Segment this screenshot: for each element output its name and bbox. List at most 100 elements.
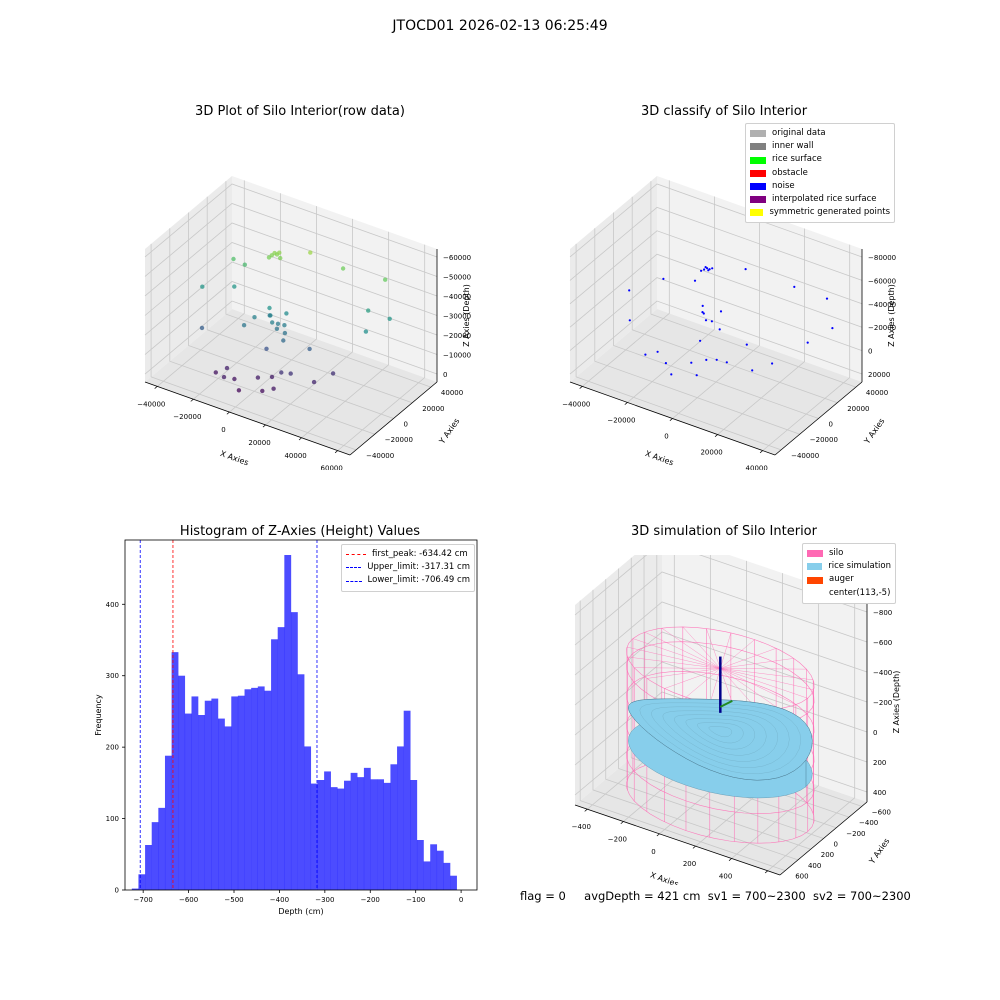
x-tick-label: −200 xyxy=(361,896,380,904)
x-tick-label: 20000 xyxy=(248,439,270,447)
y-tick-label: −40000 xyxy=(791,452,819,460)
noise-point xyxy=(693,279,697,282)
histogram-bar xyxy=(164,755,172,890)
legend-label: silo xyxy=(829,548,844,558)
grid-z xyxy=(574,555,868,616)
grid-z xyxy=(144,242,438,316)
legend-item: rice simulation xyxy=(807,560,891,573)
grid-y xyxy=(650,181,857,388)
legend-item: obstacle xyxy=(750,167,890,180)
noise-point xyxy=(670,373,673,376)
grid-y xyxy=(594,228,800,435)
silo-roof-spoke xyxy=(627,656,721,669)
silo-roof-spoke xyxy=(720,668,796,705)
data-point xyxy=(213,370,218,375)
y-axis-label: Y Axies xyxy=(862,417,887,447)
x-tick-label: −40000 xyxy=(137,400,165,408)
x-tick-label: 0 xyxy=(221,426,225,434)
x-axis-label: X Axies xyxy=(649,870,680,885)
histogram-bar xyxy=(390,764,398,890)
histogram-bar xyxy=(290,612,298,890)
grid-x xyxy=(229,206,317,413)
grid-z xyxy=(144,222,438,297)
grid-z xyxy=(144,300,438,375)
y-tick-label: 0 xyxy=(115,887,119,895)
histogram-bar xyxy=(443,862,451,890)
histogram-bar xyxy=(257,686,265,890)
rice-mesh xyxy=(651,706,790,768)
noise-point xyxy=(662,277,665,280)
silo-roof-spoke xyxy=(685,668,721,698)
silo-roof-spoke xyxy=(720,639,755,669)
data-point xyxy=(307,346,312,352)
z-tick-label: −800 xyxy=(873,609,892,617)
x-tick-label: −300 xyxy=(315,896,334,904)
rice-mesh xyxy=(639,702,801,774)
noise-point xyxy=(704,266,707,269)
legend-swatch xyxy=(807,563,823,571)
grid-x xyxy=(193,193,281,400)
y-axis-label: Y Axies xyxy=(437,417,462,447)
rice-mesh xyxy=(662,710,778,762)
legend-swatch xyxy=(750,143,766,151)
histogram-bar xyxy=(377,779,384,890)
grid-z xyxy=(569,300,863,375)
x-axis-label: Depth (cm) xyxy=(278,907,323,916)
grid-z xyxy=(144,203,438,277)
y-tick-label: 100 xyxy=(106,815,119,823)
data-point xyxy=(387,316,392,321)
data-point xyxy=(224,365,230,371)
y-tick-label: 200 xyxy=(821,851,834,859)
grid-x xyxy=(717,228,806,435)
x-tick xyxy=(334,450,338,454)
histogram-bar xyxy=(337,788,345,890)
grid-x xyxy=(301,231,390,439)
legend-line xyxy=(346,580,362,582)
y-axis-label: Y Axies xyxy=(867,837,892,867)
noise-point xyxy=(702,312,705,315)
histogram-bar xyxy=(251,687,258,890)
noise-point xyxy=(825,297,829,300)
y-tick-label: 20000 xyxy=(422,405,444,413)
legend-item: interpolated rice surface xyxy=(750,193,890,206)
x-tick-label: −700 xyxy=(134,896,153,904)
silo-roof-spoke xyxy=(626,646,721,669)
z-tick-label: −60000 xyxy=(868,277,896,285)
data-point xyxy=(330,371,336,376)
grid-y xyxy=(630,557,837,829)
x-tick-label: −400 xyxy=(572,823,591,831)
rice-mesh xyxy=(697,722,744,744)
histogram-bar xyxy=(211,698,219,890)
legend-label: symmetric generated points xyxy=(769,207,890,218)
histogram-bar xyxy=(145,845,152,890)
data-point xyxy=(241,323,247,328)
z-tick-label: −10000 xyxy=(443,352,471,360)
legend-label: inner wall xyxy=(772,141,814,152)
data-point xyxy=(270,320,275,325)
panel-raw-title: 3D Plot of Silo Interior(row data) xyxy=(195,104,405,119)
data-point xyxy=(271,386,276,391)
histogram-bar xyxy=(171,652,179,890)
x-tick-label: −400 xyxy=(270,896,289,904)
silo-roof-spoke xyxy=(720,668,814,691)
histogram-bar xyxy=(224,726,232,890)
z-tick-label: −20000 xyxy=(443,332,471,340)
silo-roof-spoke xyxy=(720,668,807,670)
histogram-bar xyxy=(297,674,305,890)
data-point xyxy=(383,277,388,282)
data-point xyxy=(279,370,284,375)
y-tick-label: 300 xyxy=(106,672,119,680)
histogram-bar xyxy=(271,639,278,890)
histogram-bar xyxy=(264,690,272,890)
legend-label: rice surface xyxy=(772,154,822,165)
histogram-bar xyxy=(284,555,292,890)
data-point xyxy=(264,346,269,351)
simulation-3d-plot: −400−20002004006006004002000−200−400−600… xyxy=(572,555,901,885)
histogram-bar xyxy=(370,779,378,890)
data-point xyxy=(277,250,282,255)
silo-roof-spoke xyxy=(634,667,721,669)
silo-roof-spoke xyxy=(706,628,721,669)
x-tick xyxy=(154,386,158,389)
auger-arm xyxy=(719,699,733,708)
silo-roof-spoke xyxy=(709,668,721,705)
